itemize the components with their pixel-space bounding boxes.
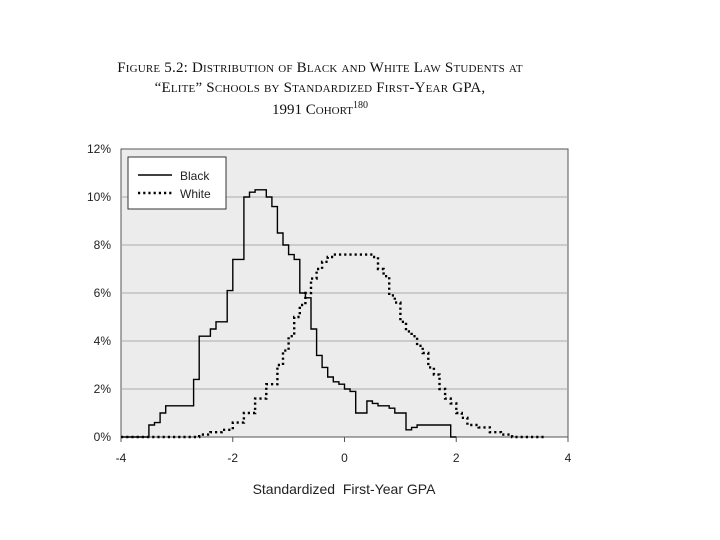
y-tick-label: 6% [94, 286, 112, 300]
x-tick-label: 0 [341, 451, 348, 465]
y-tick-label: 12% [87, 142, 111, 156]
x-axis-ticks: -4 -2 0 2 4 [116, 437, 572, 465]
y-tick-label: 10% [87, 190, 111, 204]
figure-title-line1: Figure 5.2: Distribution of Black and Wh… [117, 60, 523, 76]
series-line-white [121, 253, 546, 439]
legend-box [127, 156, 227, 210]
x-tick-label: 4 [565, 451, 572, 465]
y-tick-label: 4% [94, 334, 112, 348]
figure-title-line3-text: 1991 Cohort [272, 102, 353, 118]
x-axis-label: Standardized First-Year GPA [253, 481, 437, 497]
series-line-black [121, 189, 457, 438]
legend-label-white: White [180, 187, 211, 201]
x-tick-label: -2 [227, 451, 238, 465]
x-tick-label: 2 [453, 451, 460, 465]
figure-title-line2: “Elite” Schools by Standardized First-Ye… [154, 80, 486, 96]
y-tick-label: 0% [94, 430, 112, 444]
legend-label-black: Black [180, 169, 210, 183]
y-tick-label: 8% [94, 238, 112, 252]
series-lines [121, 189, 546, 439]
y-axis-ticks: 0% 2% 4% 6% 8% 10% 12% [87, 142, 111, 444]
y-tick-label: 2% [94, 382, 112, 396]
x-tick-label: -4 [116, 451, 127, 465]
legend: Black White [127, 156, 227, 210]
footnote-marker: 180 [352, 100, 368, 111]
figure-title-line3: 1991 Cohort180 [0, 100, 680, 119]
